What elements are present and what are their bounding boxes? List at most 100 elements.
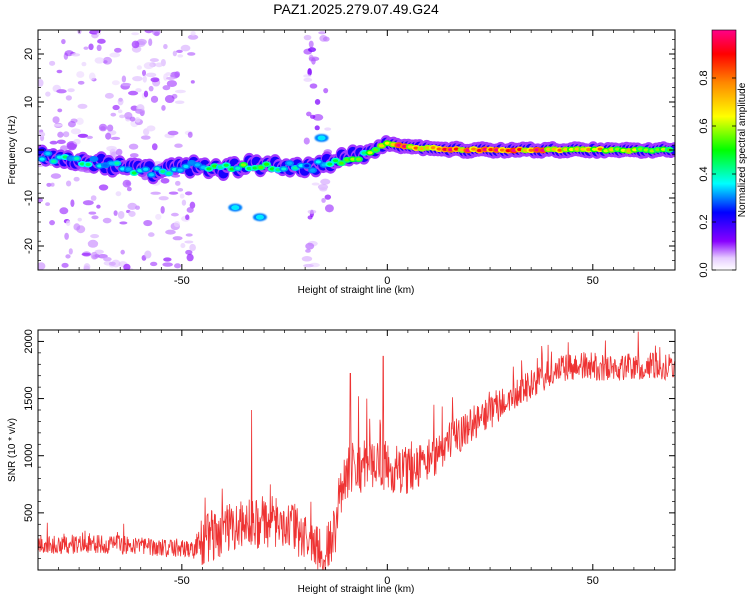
noise-blob — [180, 44, 191, 52]
noise-blob — [70, 128, 82, 135]
noise-blob — [303, 34, 312, 41]
noise-blob — [319, 187, 328, 192]
noise-blob — [82, 200, 94, 206]
noise-blob — [314, 125, 320, 131]
noise-blob — [311, 57, 316, 65]
noise-blob — [94, 249, 104, 255]
noise-blob — [303, 263, 314, 268]
x-tick-label: 50 — [587, 575, 599, 587]
noise-blob — [155, 62, 163, 68]
ridge-core — [263, 162, 270, 166]
noise-blob — [49, 60, 56, 66]
noise-blob — [189, 243, 196, 252]
ridge-core — [39, 157, 45, 161]
noise-blob — [73, 138, 81, 145]
noise-blob — [38, 78, 44, 87]
noise-blob — [65, 220, 71, 227]
noise-blob — [115, 191, 122, 197]
ridge-core — [471, 147, 477, 151]
noise-blob — [144, 250, 152, 259]
ridge-core — [304, 164, 310, 168]
y-tick-label: 2000 — [23, 329, 35, 353]
noise-blob — [70, 199, 75, 208]
noise-blob — [185, 214, 190, 221]
ridge-core — [384, 141, 390, 145]
ridge-core — [200, 165, 206, 170]
noise-blob — [132, 75, 143, 82]
noise-blob — [110, 112, 117, 117]
side-blob-core — [231, 205, 240, 211]
snr-ylabel: SNR (10 * v/v) — [7, 418, 18, 482]
noise-blob — [91, 215, 99, 220]
noise-blob — [140, 135, 151, 140]
noise-blob — [61, 38, 66, 45]
noise-blob — [118, 97, 123, 102]
ridge-core — [143, 167, 149, 171]
snr-ticks: -50 0 50 500 1000 1500 2000 — [23, 329, 676, 587]
noise-blob — [190, 31, 196, 36]
noise-blob — [149, 58, 159, 63]
noise-blob — [128, 143, 139, 150]
noise-blob — [127, 202, 138, 210]
noise-blob — [184, 240, 194, 244]
noise-blob — [185, 233, 193, 237]
spectrogram-plot-area — [38, 30, 675, 270]
noise-blob — [87, 239, 99, 248]
noise-blob — [174, 263, 182, 269]
noise-blob — [45, 91, 51, 97]
ridge-core — [424, 146, 431, 150]
noise-blob — [314, 98, 321, 105]
ridge-core — [131, 171, 137, 175]
noise-blob — [158, 196, 169, 201]
snr-xlabel: Height of straight line (km) — [298, 584, 415, 595]
noise-blob — [171, 174, 181, 178]
ridge-core — [586, 147, 592, 152]
noise-blob — [62, 131, 70, 138]
noise-blob — [187, 34, 199, 40]
noise-blob — [76, 71, 85, 78]
noise-blob — [56, 89, 67, 94]
ridge-core — [160, 169, 166, 174]
noise-blob — [318, 31, 327, 35]
noise-blob — [46, 182, 52, 187]
noise-blob — [172, 236, 183, 241]
noise-blob — [172, 50, 177, 57]
noise-blob — [57, 108, 63, 113]
noise-blob — [110, 151, 118, 158]
noise-blob — [307, 209, 317, 214]
ridge-core — [505, 149, 511, 153]
noise-blob — [75, 117, 84, 126]
noise-blob — [68, 248, 73, 255]
noise-blob — [177, 187, 184, 192]
noise-blob — [143, 90, 149, 98]
ridge-core — [338, 161, 344, 165]
noise-blob — [98, 123, 108, 132]
y-tick-label: -10 — [23, 190, 35, 206]
x-tick-label: 0 — [384, 275, 390, 287]
noise-blob — [312, 113, 324, 121]
noise-blob — [174, 71, 181, 78]
x-tick-label: -50 — [174, 575, 190, 587]
noise-blob — [52, 116, 60, 124]
noise-blob — [81, 61, 87, 67]
noise-blob — [145, 72, 157, 78]
noise-blob — [142, 75, 147, 83]
ridge-core — [194, 163, 201, 167]
ridge-core — [177, 168, 183, 172]
x-tick-label: 50 — [587, 275, 599, 287]
noise-blob — [65, 95, 72, 101]
noise-blob — [166, 80, 178, 87]
ridge-core — [309, 168, 316, 172]
noise-blob — [301, 256, 313, 262]
noise-blob — [305, 242, 315, 250]
ridge-core — [91, 157, 97, 161]
noise-blob — [174, 100, 185, 104]
noise-blob — [106, 145, 117, 152]
noise-blob — [146, 125, 156, 132]
noise-blob — [309, 83, 318, 89]
noise-blob — [73, 176, 80, 182]
noise-blob — [164, 95, 175, 103]
ridge-core — [235, 166, 241, 170]
y-tick-label: 20 — [23, 48, 35, 60]
colorbar-tick-label: 0.4 — [698, 166, 710, 181]
